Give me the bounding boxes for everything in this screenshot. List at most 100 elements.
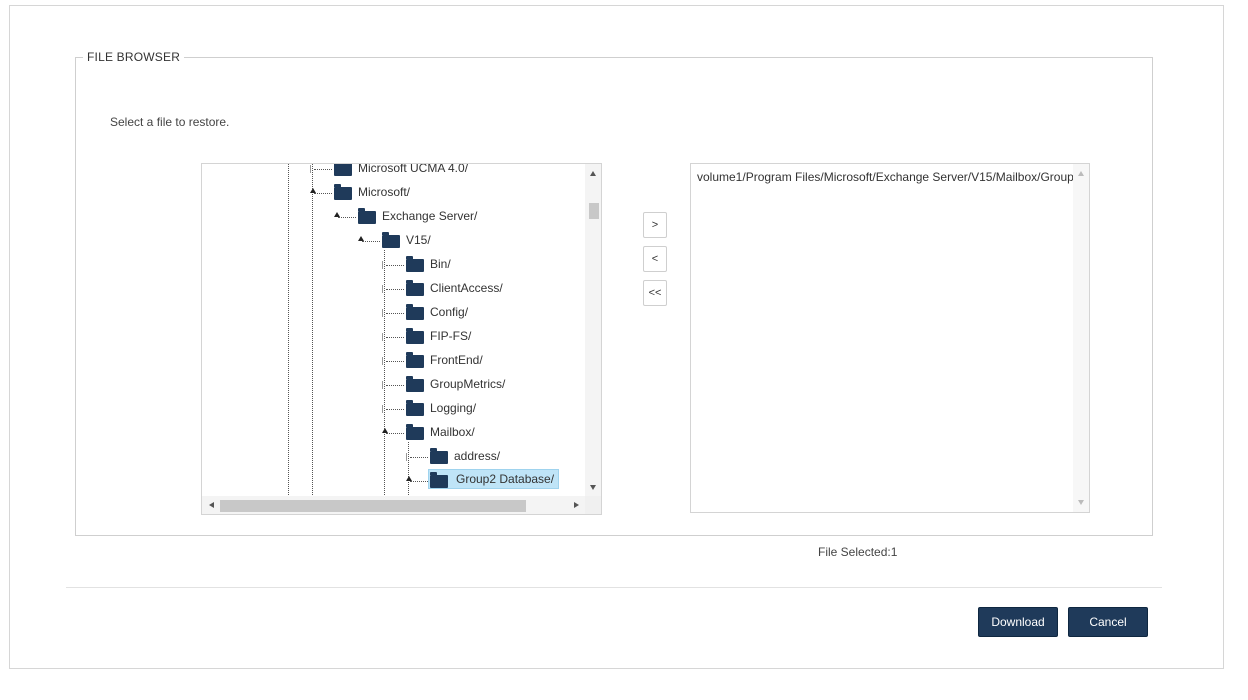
selected-file-item[interactable]: volume1/Program Files/Microsoft/Exchange… <box>697 170 1073 184</box>
folder-tree-viewport[interactable]: Microsoft UCMA 4.0/Microsoft/Exchange Se… <box>202 164 586 497</box>
file-browser-fieldset: FILE BROWSER <box>75 50 1153 536</box>
file-browser-legend: FILE BROWSER <box>83 50 185 65</box>
tree-connector <box>410 481 428 482</box>
expand-toggle-icon[interactable] <box>310 165 315 173</box>
tree-guide-line <box>384 250 385 497</box>
footer-divider <box>66 587 1162 588</box>
scroll-up-icon[interactable] <box>590 171 596 176</box>
tree-node-label[interactable]: V15/ <box>406 233 431 247</box>
folder-icon <box>406 376 424 392</box>
tree-connector <box>362 241 380 242</box>
tree-node[interactable]: Microsoft UCMA 4.0/ <box>202 164 586 180</box>
tree-guide-line <box>408 442 409 497</box>
expand-toggle-icon[interactable] <box>382 285 387 293</box>
folder-icon <box>406 256 424 272</box>
tree-horizontal-scrollbar[interactable] <box>202 496 586 514</box>
scroll-up-icon[interactable] <box>1078 171 1084 176</box>
tree-node-label[interactable]: FIP-FS/ <box>430 329 472 343</box>
tree-node[interactable]: Exchange Server/ <box>202 206 586 228</box>
expand-toggle-icon[interactable] <box>382 405 387 413</box>
tree-node-label[interactable]: Microsoft/ <box>358 185 411 199</box>
expand-toggle-icon[interactable] <box>382 381 387 389</box>
tree-connector <box>386 409 404 410</box>
tree-node[interactable]: ClientAccess/ <box>202 278 586 300</box>
folder-icon <box>406 280 424 296</box>
folder-tree[interactable]: Microsoft UCMA 4.0/Microsoft/Exchange Se… <box>201 163 602 515</box>
folder-icon <box>406 352 424 368</box>
collapse-toggle-icon[interactable] <box>310 188 316 193</box>
cancel-button[interactable]: Cancel <box>1068 607 1148 637</box>
file-selected-count: File Selected:1 <box>818 545 898 559</box>
tree-node[interactable]: Bin/ <box>202 254 586 276</box>
tree-node[interactable]: FIP-FS/ <box>202 326 586 348</box>
scrollbar-corner <box>585 496 601 514</box>
remove-all-button[interactable]: << <box>643 280 667 306</box>
expand-toggle-icon[interactable] <box>382 309 387 317</box>
tree-connector <box>386 433 404 434</box>
remove-selected-button[interactable]: < <box>643 246 667 272</box>
tree-node-label[interactable]: Group2 Database/ <box>428 469 560 489</box>
tree-connector <box>386 385 404 386</box>
folder-icon <box>358 208 376 224</box>
scroll-right-icon[interactable] <box>574 502 579 508</box>
collapse-toggle-icon[interactable] <box>334 212 340 217</box>
folder-icon <box>406 424 424 440</box>
tree-connector <box>314 193 332 194</box>
tree-node[interactable]: Microsoft/ <box>202 182 586 204</box>
folder-icon <box>406 328 424 344</box>
tree-connector <box>386 265 404 266</box>
tree-connector <box>386 361 404 362</box>
selected-files-list[interactable]: volume1/Program Files/Microsoft/Exchange… <box>690 163 1090 513</box>
tree-connector <box>386 313 404 314</box>
expand-toggle-icon[interactable] <box>382 333 387 341</box>
tree-node[interactable]: Logging/ <box>202 398 586 420</box>
tree-node[interactable]: Config/ <box>202 302 586 324</box>
tree-node-label[interactable]: Mailbox/ <box>430 425 475 439</box>
collapse-toggle-icon[interactable] <box>358 236 364 241</box>
tree-node-label[interactable]: GroupMetrics/ <box>430 377 506 391</box>
folder-icon <box>430 448 448 464</box>
tree-node-label[interactable]: Bin/ <box>430 257 451 271</box>
tree-node-label[interactable]: Exchange Server/ <box>382 209 478 223</box>
scroll-thumb[interactable] <box>589 203 599 219</box>
tree-connector <box>386 337 404 338</box>
expand-toggle-icon[interactable] <box>382 261 387 269</box>
tree-node[interactable]: address/ <box>202 446 586 468</box>
download-button[interactable]: Download <box>978 607 1058 637</box>
scroll-thumb-horizontal[interactable] <box>220 500 526 512</box>
tree-node[interactable]: FrontEnd/ <box>202 350 586 372</box>
scroll-down-icon[interactable] <box>1078 500 1084 505</box>
selected-list-scrollbar[interactable] <box>1073 164 1089 512</box>
tree-connector <box>314 169 332 170</box>
instruction-text: Select a file to restore. <box>110 115 230 129</box>
tree-node-label[interactable]: Microsoft UCMA 4.0/ <box>358 164 469 175</box>
folder-icon <box>334 184 352 200</box>
add-selected-button[interactable]: > <box>643 212 667 238</box>
collapse-toggle-icon[interactable] <box>406 476 412 481</box>
tree-guide-line <box>288 164 289 497</box>
tree-node[interactable]: Mailbox/ <box>202 422 586 444</box>
tree-connector <box>338 217 356 218</box>
folder-icon <box>382 232 400 248</box>
collapse-toggle-icon[interactable] <box>382 428 388 433</box>
folder-icon <box>334 164 352 176</box>
folder-icon <box>406 400 424 416</box>
tree-node[interactable]: V15/ <box>202 230 586 252</box>
tree-node[interactable]: GroupMetrics/ <box>202 374 586 396</box>
tree-node-label[interactable]: Config/ <box>430 305 469 319</box>
tree-guide-line <box>312 164 313 497</box>
tree-node-label[interactable]: ClientAccess/ <box>430 281 503 295</box>
tree-node[interactable]: Group2 Database/ <box>202 469 586 492</box>
tree-node-label[interactable]: address/ <box>454 449 501 463</box>
expand-toggle-icon[interactable] <box>382 357 387 365</box>
scroll-down-icon[interactable] <box>590 485 596 490</box>
tree-node-label[interactable]: Logging/ <box>430 401 477 415</box>
folder-icon <box>406 304 424 320</box>
scroll-left-icon[interactable] <box>209 502 214 508</box>
expand-toggle-icon[interactable] <box>406 453 411 461</box>
folder-icon <box>430 472 448 488</box>
tree-connector <box>410 457 428 458</box>
tree-vertical-scrollbar[interactable] <box>585 164 601 497</box>
tree-connector <box>386 289 404 290</box>
tree-node-label[interactable]: FrontEnd/ <box>430 353 483 367</box>
